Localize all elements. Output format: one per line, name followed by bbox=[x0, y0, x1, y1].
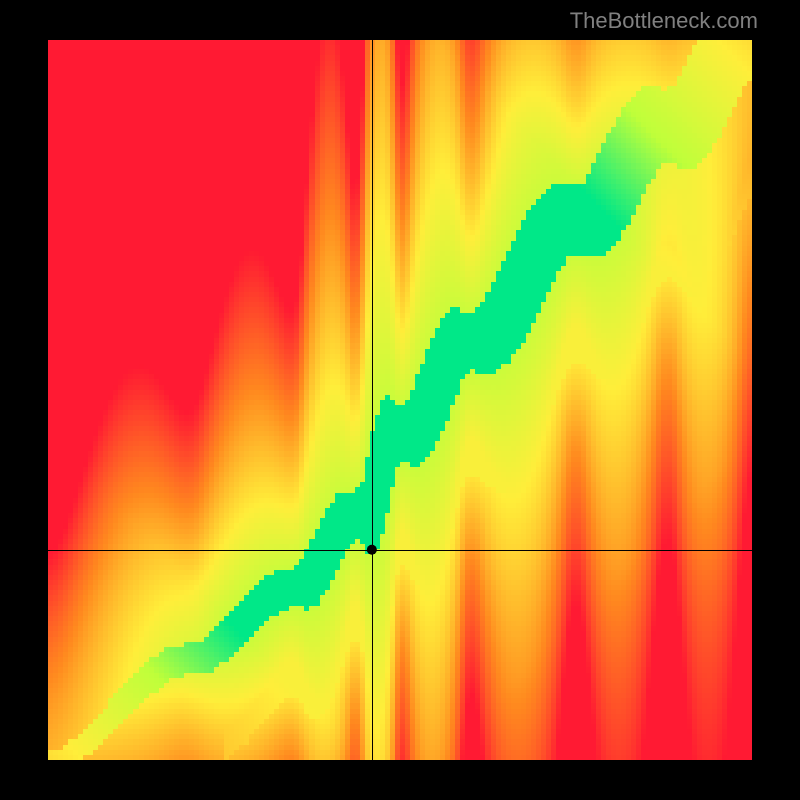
chart-container: TheBottleneck.com bbox=[0, 0, 800, 800]
watermark-text: TheBottleneck.com bbox=[570, 8, 758, 34]
bottleneck-heatmap bbox=[48, 40, 752, 760]
